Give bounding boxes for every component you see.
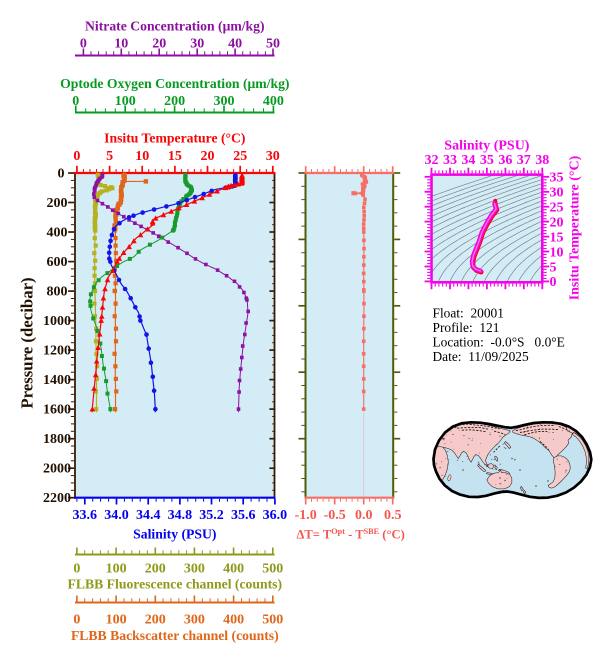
svg-text:400: 400 [47, 225, 68, 240]
svg-text:Optode Oxygen Concentration (μ: Optode Oxygen Concentration (μm/kg) [60, 76, 289, 92]
svg-text:40: 40 [228, 37, 242, 52]
svg-text:0: 0 [73, 149, 80, 164]
svg-text:100: 100 [115, 94, 136, 109]
svg-text:0: 0 [550, 275, 557, 290]
svg-text:1800: 1800 [43, 432, 71, 447]
svg-text:35: 35 [480, 153, 494, 168]
svg-text:100: 100 [106, 562, 127, 577]
svg-text:100: 100 [106, 613, 127, 628]
svg-text:25: 25 [550, 201, 564, 216]
svg-text:Salinity (PSU): Salinity (PSU) [133, 527, 216, 543]
svg-text:200: 200 [164, 94, 185, 109]
svg-text:30: 30 [266, 149, 280, 164]
svg-text:5: 5 [106, 149, 113, 164]
svg-text:300: 300 [184, 562, 205, 577]
svg-text:15: 15 [550, 230, 564, 245]
svg-text:5: 5 [550, 260, 557, 275]
svg-text:Insitu Temperature (°C): Insitu Temperature (°C) [568, 155, 583, 300]
svg-text:35.6: 35.6 [231, 508, 256, 523]
svg-text:Date: 11/09/2025: Date: 11/09/2025 [433, 349, 530, 364]
svg-text:30: 30 [190, 37, 204, 52]
svg-text:35.2: 35.2 [199, 508, 224, 523]
svg-text:25: 25 [233, 149, 247, 164]
svg-text:10: 10 [550, 245, 564, 260]
svg-text:800: 800 [47, 285, 68, 300]
svg-text:35: 35 [550, 171, 564, 186]
svg-text:0: 0 [73, 562, 80, 577]
svg-text:10: 10 [135, 149, 149, 164]
svg-text:FLBB Fluorescence channel (cou: FLBB Fluorescence channel (counts) [68, 577, 283, 593]
svg-text:1600: 1600 [43, 403, 71, 418]
svg-text:400: 400 [223, 613, 244, 628]
svg-text:Nitrate Concentration (μm/kg): Nitrate Concentration (μm/kg) [85, 19, 265, 35]
svg-text:0: 0 [73, 613, 80, 628]
svg-text:20: 20 [152, 37, 166, 52]
svg-text:300: 300 [184, 613, 205, 628]
svg-text:400: 400 [223, 562, 244, 577]
svg-text:37: 37 [517, 153, 531, 168]
svg-text:Pressure (decibar): Pressure (decibar) [18, 277, 37, 408]
svg-text:30: 30 [550, 186, 564, 201]
svg-text:FLBB Backscatter channel (coun: FLBB Backscatter channel (counts) [71, 628, 279, 644]
svg-text:32: 32 [425, 153, 439, 168]
svg-text:Location: -0.0°S 0.0°E: Location: -0.0°S 0.0°E [433, 335, 565, 350]
svg-text:0: 0 [72, 94, 79, 109]
svg-text:500: 500 [262, 613, 283, 628]
svg-text:1000: 1000 [43, 314, 71, 329]
svg-text:0: 0 [80, 37, 87, 52]
svg-text:2200: 2200 [43, 491, 71, 506]
svg-text:300: 300 [214, 94, 235, 109]
svg-text:200: 200 [47, 196, 68, 211]
svg-text:36: 36 [498, 153, 512, 168]
svg-text:33: 33 [443, 153, 457, 168]
svg-text:34.4: 34.4 [136, 508, 161, 523]
svg-text:Float: 20001: Float: 20001 [433, 305, 504, 320]
svg-text:15: 15 [168, 149, 182, 164]
svg-text:Salinity (PSU): Salinity (PSU) [444, 139, 530, 154]
svg-text:0: 0 [58, 166, 65, 181]
svg-text:50: 50 [266, 37, 280, 52]
svg-text:1200: 1200 [43, 344, 71, 359]
svg-text:0.5: 0.5 [384, 508, 402, 523]
svg-text:200: 200 [145, 613, 166, 628]
svg-text:0.0: 0.0 [355, 508, 373, 523]
svg-text:20: 20 [201, 149, 215, 164]
svg-text:-1.0: -1.0 [295, 508, 317, 523]
svg-text:34: 34 [461, 153, 475, 168]
svg-text:38: 38 [535, 153, 549, 168]
svg-text:ΔT= TOpt - TSBE (°C): ΔT= TOpt - TSBE (°C) [297, 527, 405, 541]
svg-text:400: 400 [263, 94, 284, 109]
svg-text:36.0: 36.0 [263, 508, 288, 523]
svg-text:10: 10 [114, 37, 128, 52]
svg-text:600: 600 [47, 255, 68, 270]
svg-text:200: 200 [145, 562, 166, 577]
svg-text:-0.5: -0.5 [324, 508, 346, 523]
svg-text:1400: 1400 [43, 373, 71, 388]
svg-text:20: 20 [550, 215, 564, 230]
svg-text:Profile: 121: Profile: 121 [433, 320, 500, 335]
svg-text:Insitu Temperature (°C): Insitu Temperature (°C) [104, 131, 245, 147]
svg-text:34.0: 34.0 [104, 508, 129, 523]
svg-text:34.8: 34.8 [168, 508, 193, 523]
svg-text:2000: 2000 [43, 462, 71, 477]
svg-text:33.6: 33.6 [73, 508, 98, 523]
svg-text:500: 500 [262, 562, 283, 577]
